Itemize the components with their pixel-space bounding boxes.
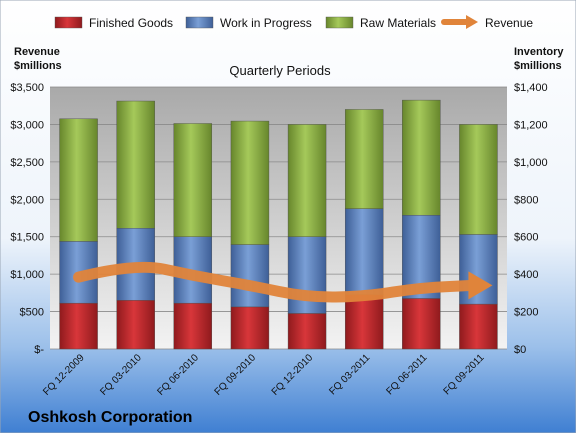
bar-segment: [287, 313, 327, 350]
bar-segment: [287, 124, 327, 237]
bar-segment: [459, 124, 498, 235]
legend-label: Work in Progress: [220, 16, 312, 30]
bar-segment: [344, 109, 384, 209]
bar-segment: [116, 100, 155, 229]
right-axis-label-line1: Inventory: [514, 46, 564, 58]
bars: [59, 99, 498, 350]
left-tick-label: $3,500: [10, 82, 44, 94]
left-tick-label: $1,000: [10, 269, 44, 281]
legend-arrow-head: [466, 15, 478, 29]
revenue-line: [73, 261, 493, 303]
company-caption: Oshkosh Corporation: [28, 409, 192, 426]
left-tick-label: $-: [34, 344, 44, 356]
left-tick-label: $3,000: [10, 119, 44, 131]
right-tick-label: $1,400: [514, 82, 548, 94]
right-axis-label-line2: $millions: [514, 60, 562, 72]
left-tick-label: $500: [20, 307, 44, 319]
bar-segment: [59, 302, 98, 350]
bar-segment: [116, 300, 155, 350]
legend-label: Finished Goods: [89, 16, 173, 30]
legend-swatch: [185, 16, 214, 29]
bar-segment: [402, 298, 441, 350]
bar-segment: [230, 244, 270, 308]
legend-swatch: [54, 16, 83, 29]
left-axis-label-line1: Revenue: [14, 46, 60, 58]
bar-segment: [344, 294, 384, 350]
left-tick-label: $2,000: [10, 194, 44, 206]
bar-segment: [173, 302, 213, 350]
right-tick-label: $800: [514, 194, 538, 206]
right-tick-label: $200: [514, 307, 538, 319]
revenue-arrowhead: [468, 271, 493, 300]
right-tick-label: $0: [514, 344, 526, 356]
bar-segment: [173, 123, 213, 237]
left-tick-label: $1,500: [10, 232, 44, 244]
right-tick-label: $400: [514, 269, 538, 281]
revenue-line-path: [73, 261, 478, 303]
bar-segment: [402, 99, 441, 216]
right-tick-label: $1,000: [514, 157, 548, 169]
bar-segment: [459, 303, 498, 350]
legend: Finished Goods Work in Progress Raw Materi…: [54, 15, 533, 30]
left-axis-ticks: $- $500 $1,000 $1,500 $2,000 $2,500 $3,000 $3,5…: [10, 82, 44, 356]
bar-segment: [230, 306, 270, 350]
legend-label: Revenue: [485, 16, 533, 30]
left-tick-label: $2,500: [10, 157, 44, 169]
legend-label: Raw Materials: [360, 16, 436, 30]
right-axis-ticks: $0 $200 $400 $600 $800 $1,000 $1,200 $1,400: [514, 82, 548, 356]
right-tick-label: $1,200: [514, 119, 548, 131]
legend-swatch: [325, 16, 354, 29]
chart-title: Quarterly Periods: [229, 63, 331, 78]
bar-segment: [230, 120, 270, 245]
left-axis-label-line2: $millions: [14, 60, 62, 72]
bar-segment: [459, 234, 498, 305]
bar-segment: [344, 208, 384, 295]
right-tick-label: $600: [514, 232, 538, 244]
bar-segment: [59, 118, 98, 242]
